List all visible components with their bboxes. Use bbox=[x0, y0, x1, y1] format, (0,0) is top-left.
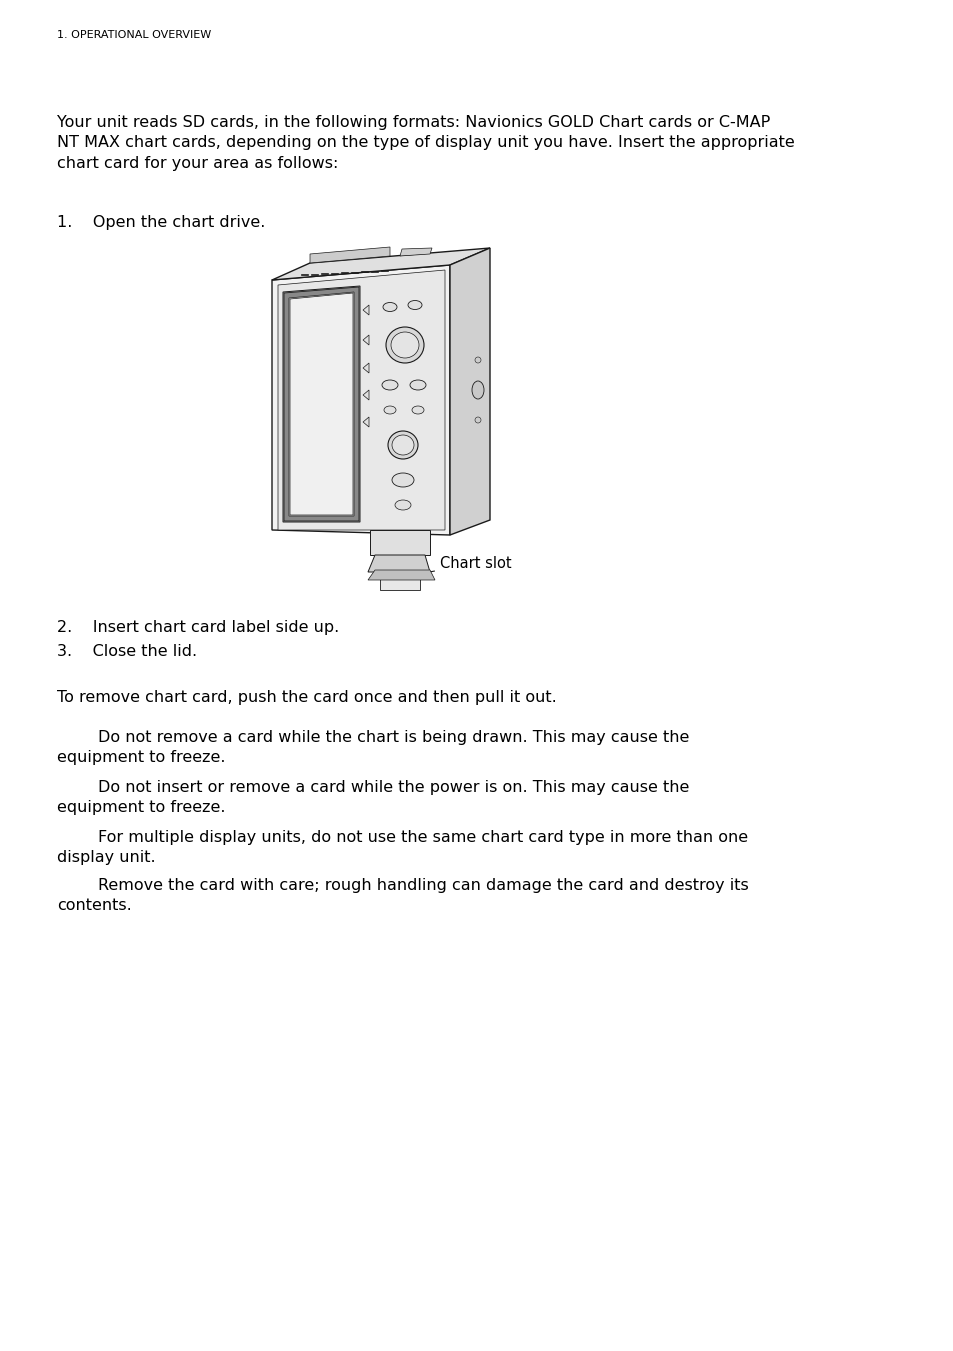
Text: 2.    Insert chart card label side up.: 2. Insert chart card label side up. bbox=[57, 620, 339, 635]
Ellipse shape bbox=[475, 357, 480, 363]
Text: 3.    Close the lid.: 3. Close the lid. bbox=[57, 644, 197, 659]
Polygon shape bbox=[379, 571, 419, 590]
Polygon shape bbox=[310, 247, 390, 263]
Ellipse shape bbox=[381, 380, 397, 390]
Text: To remove chart card, push the card once and then pull it out.: To remove chart card, push the card once… bbox=[57, 690, 557, 705]
Polygon shape bbox=[450, 249, 490, 535]
Ellipse shape bbox=[395, 500, 411, 509]
Ellipse shape bbox=[412, 407, 423, 413]
Ellipse shape bbox=[386, 327, 423, 363]
Polygon shape bbox=[399, 249, 432, 255]
Text: 1. OPERATIONAL OVERVIEW: 1. OPERATIONAL OVERVIEW bbox=[57, 30, 211, 41]
Text: Do not insert or remove a card while the power is on. This may cause the
equipme: Do not insert or remove a card while the… bbox=[57, 780, 689, 816]
Ellipse shape bbox=[408, 300, 421, 309]
Polygon shape bbox=[277, 270, 444, 530]
Polygon shape bbox=[370, 530, 430, 555]
Ellipse shape bbox=[382, 303, 396, 312]
Ellipse shape bbox=[388, 431, 417, 459]
Polygon shape bbox=[363, 390, 369, 400]
Text: Remove the card with care; rough handling can damage the card and destroy its
co: Remove the card with care; rough handlin… bbox=[57, 878, 748, 913]
Ellipse shape bbox=[391, 332, 418, 358]
Polygon shape bbox=[272, 249, 490, 280]
Polygon shape bbox=[284, 286, 358, 521]
Ellipse shape bbox=[384, 407, 395, 413]
Polygon shape bbox=[290, 293, 353, 515]
Polygon shape bbox=[283, 286, 359, 521]
Polygon shape bbox=[272, 265, 450, 535]
Polygon shape bbox=[363, 417, 369, 427]
Ellipse shape bbox=[392, 473, 414, 486]
Text: Your unit reads SD cards, in the following formats: Navionics GOLD Chart cards o: Your unit reads SD cards, in the followi… bbox=[57, 115, 794, 170]
Ellipse shape bbox=[410, 380, 426, 390]
Text: Do not remove a card while the chart is being drawn. This may cause the
equipmen: Do not remove a card while the chart is … bbox=[57, 730, 689, 766]
Ellipse shape bbox=[392, 435, 414, 455]
Text: 1.    Open the chart drive.: 1. Open the chart drive. bbox=[57, 215, 265, 230]
Polygon shape bbox=[368, 570, 435, 580]
Polygon shape bbox=[289, 292, 354, 516]
Text: Chart slot: Chart slot bbox=[416, 557, 511, 574]
Polygon shape bbox=[363, 335, 369, 345]
Ellipse shape bbox=[472, 381, 483, 399]
Polygon shape bbox=[363, 363, 369, 373]
Polygon shape bbox=[363, 305, 369, 315]
Polygon shape bbox=[368, 555, 430, 571]
Text: For multiple display units, do not use the same chart card type in more than one: For multiple display units, do not use t… bbox=[57, 830, 747, 866]
Ellipse shape bbox=[475, 417, 480, 423]
